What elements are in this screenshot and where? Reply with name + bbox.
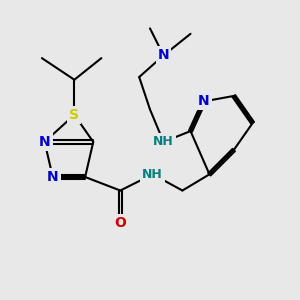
Text: N: N (158, 48, 169, 62)
Text: NH: NH (153, 135, 174, 148)
Text: N: N (47, 170, 58, 184)
Text: N: N (198, 94, 210, 108)
Text: O: O (114, 216, 126, 230)
Text: N: N (39, 135, 50, 149)
Text: S: S (69, 108, 79, 122)
Text: NH: NH (142, 168, 163, 181)
